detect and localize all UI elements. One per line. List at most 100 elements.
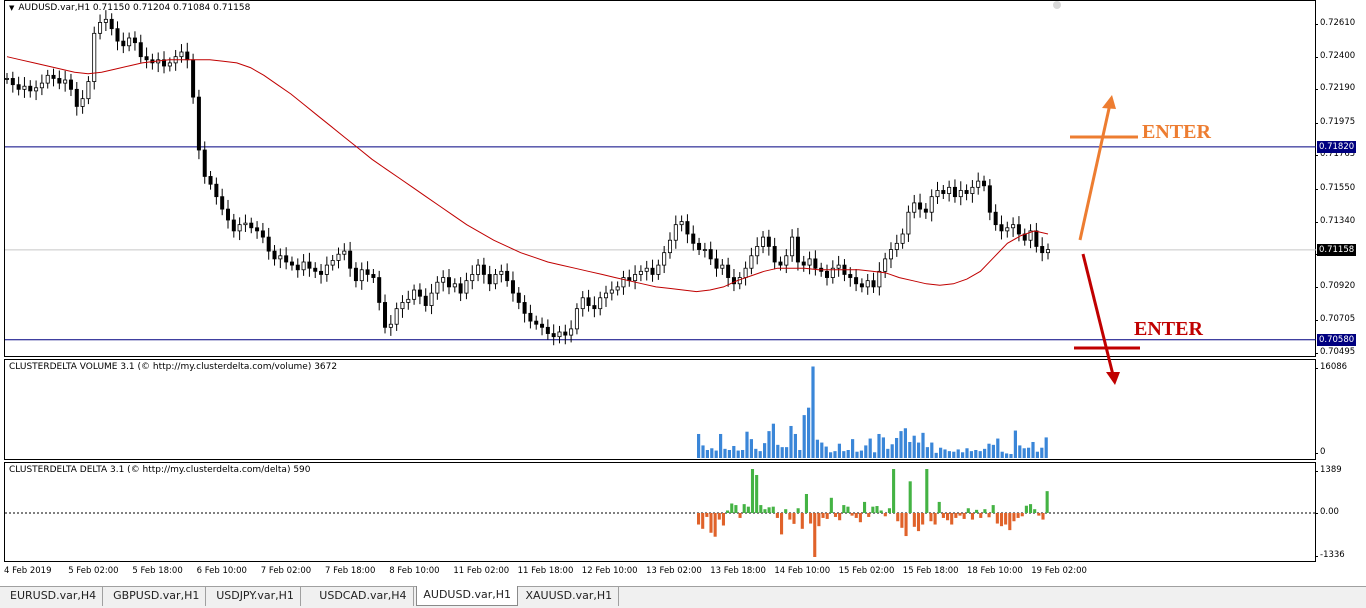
candle-body <box>644 267 649 272</box>
candle-body <box>720 264 725 269</box>
candle-body <box>888 249 893 260</box>
delta-bar-positive <box>1029 504 1033 513</box>
candle-body <box>807 258 812 266</box>
candle-body <box>377 277 382 303</box>
delta-bar-negative <box>697 513 701 525</box>
candle-body <box>731 277 736 285</box>
candle-body <box>761 236 766 247</box>
candle-body <box>162 59 167 67</box>
candle-body <box>586 297 591 306</box>
candle-body <box>406 298 411 303</box>
symbol-tab-usdcad-var-h4[interactable]: USDCAD.var,H4 <box>313 587 414 606</box>
candle-body <box>202 149 207 177</box>
candle-body <box>551 333 556 338</box>
symbol-tab-gbpusd-var-h1[interactable]: GBPUSD.var,H1 <box>107 587 207 606</box>
price-tick-label: 0.71340 <box>1314 215 1356 226</box>
candle-body <box>714 258 719 269</box>
candle-body <box>45 74 50 84</box>
candle-body <box>51 74 56 79</box>
moving-average-line <box>6 56 1049 293</box>
candle-body <box>941 190 946 194</box>
candle-body <box>220 196 225 210</box>
volume-bar <box>952 451 956 458</box>
volume-indicator-pane[interactable]: CLUSTERDELTA VOLUME 3.1 (© http://my.clu… <box>4 359 1316 460</box>
level-price-box-1: 0.71820 <box>1317 140 1357 153</box>
candle-body <box>935 190 940 198</box>
symbol-tab-xauusd-var-h1[interactable]: XAUUSD.var,H1 <box>520 587 620 606</box>
delta-bar-positive <box>871 506 875 513</box>
candle-body <box>522 302 527 314</box>
candle-body <box>743 267 748 278</box>
delta-bar-positive <box>991 505 995 513</box>
symbol-tab-usdjpy-var-h1[interactable]: USDJPY.var,H1 <box>210 587 301 606</box>
candle-body <box>1005 227 1010 232</box>
symbol-tab-eurusd-var-h4[interactable]: EURUSD.var,H4 <box>4 587 104 606</box>
time-tick-label: 11 Feb 02:00 <box>453 566 510 576</box>
delta-bar-positive <box>742 504 746 513</box>
delta-bar-negative <box>850 513 854 516</box>
volume-bar <box>780 447 784 458</box>
candle-body <box>388 323 393 328</box>
delta-bar-positive <box>734 505 738 513</box>
candle-body <box>830 267 835 278</box>
delta-bar-negative <box>921 513 925 525</box>
delta-bar-negative <box>821 513 825 518</box>
dropdown-triangle-icon[interactable]: ▼ <box>9 4 15 12</box>
candle-body <box>697 242 702 250</box>
delta-bar-negative <box>854 513 858 518</box>
delta-bar-positive <box>750 469 755 513</box>
candle-body <box>400 302 405 310</box>
time-tick-label: 8 Feb 10:00 <box>389 566 440 576</box>
volume-bar <box>785 447 789 458</box>
delta-bar-negative <box>800 513 804 529</box>
chart-symbol-ohlc: AUDUSD.var,H1 0.71150 0.71204 0.71084 0.… <box>18 3 251 13</box>
time-tick-label: 13 Feb 18:00 <box>710 566 766 576</box>
candle-body <box>574 308 579 330</box>
volume-bar <box>776 444 780 458</box>
candle-body <box>185 51 190 61</box>
delta-bar-negative <box>946 513 950 521</box>
delta-bar-positive <box>730 503 734 513</box>
delta-bar-positive <box>846 506 850 513</box>
candle-body <box>813 258 818 269</box>
candle-body <box>726 264 731 278</box>
volume-bar <box>903 428 907 458</box>
candle-body <box>470 274 475 282</box>
candle-body <box>621 277 626 288</box>
candle-body <box>982 180 987 187</box>
delta-bar-negative <box>929 513 933 522</box>
delta-indicator-pane[interactable]: CLUSTERDELTA DELTA 3.1 (© http://my.clus… <box>4 462 1316 562</box>
price-chart-pane[interactable]: ▼ AUDUSD.var,H1 0.71150 0.71204 0.71084 0… <box>4 0 1316 357</box>
candle-body <box>144 56 149 61</box>
candle-body <box>417 289 422 297</box>
buy-arrow-shaft <box>1078 103 1112 241</box>
candle-body <box>702 249 707 251</box>
volume-bar <box>741 449 745 458</box>
delta-bar-negative <box>788 513 792 520</box>
delta-bar-negative <box>1004 513 1008 525</box>
delta-bar-negative <box>825 513 829 519</box>
delta-bar-negative <box>1020 513 1024 517</box>
volume-bar <box>864 445 868 458</box>
delta-bar-negative <box>721 513 725 526</box>
volume-indicator-header: CLUSTERDELTA VOLUME 3.1 (© http://my.clu… <box>9 362 338 372</box>
delta-bar-positive <box>763 509 767 513</box>
delta-bar-positive <box>755 474 759 513</box>
candle-body <box>301 261 306 271</box>
time-tick-label: 7 Feb 02:00 <box>260 566 312 576</box>
candle-body <box>667 239 672 254</box>
candle-body <box>324 264 329 275</box>
delta-bar-positive <box>892 469 896 513</box>
candle-body <box>499 270 504 275</box>
candle-body <box>766 236 771 247</box>
volume-bar <box>714 450 718 458</box>
delta-bar-positive <box>1045 491 1049 513</box>
delta-bar-negative <box>838 513 842 521</box>
time-tick-label: 5 Feb 02:00 <box>68 566 119 576</box>
candle-body <box>359 269 364 282</box>
candle-body <box>918 202 923 210</box>
candle-body <box>708 249 713 260</box>
delta-bar-positive <box>908 481 912 513</box>
symbol-tab-audusd-var-h1[interactable]: AUDUSD.var,H1 <box>416 586 518 606</box>
